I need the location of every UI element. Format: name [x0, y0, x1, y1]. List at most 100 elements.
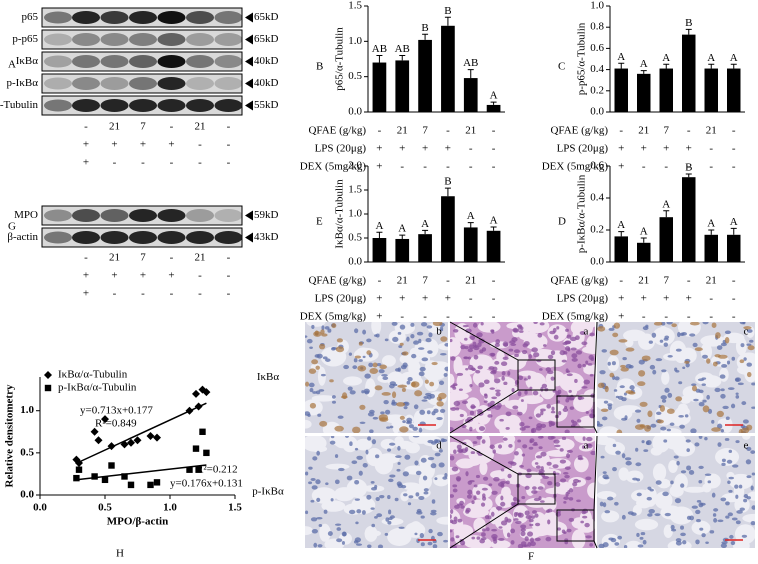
nucleus [402, 362, 408, 368]
nucleus [354, 447, 359, 451]
nucleus [724, 330, 731, 335]
zoom-box [556, 509, 595, 542]
nucleus [523, 425, 531, 429]
nucleus [500, 361, 508, 367]
nucleus [456, 477, 461, 482]
nucleus [383, 400, 389, 405]
nucleus [647, 513, 653, 517]
blot-band [44, 33, 72, 46]
stain [438, 392, 447, 400]
alveolus [490, 470, 509, 480]
nucleus [355, 521, 359, 525]
nucleus [537, 486, 544, 490]
nucleus [322, 356, 328, 360]
nucleus [309, 346, 313, 349]
nucleus [450, 356, 456, 361]
nucleus [624, 415, 628, 421]
alveolus [408, 436, 434, 444]
blot-row-label: β-actin [7, 231, 38, 243]
nucleus [533, 441, 538, 445]
nucleus [431, 499, 436, 504]
nucleus [614, 542, 620, 546]
nucleus [327, 531, 333, 536]
condition-value: - [141, 157, 145, 169]
nucleus [601, 416, 608, 421]
x-axis-label: MPO/β-actin [107, 516, 168, 528]
stain [694, 347, 703, 352]
nucleus [585, 436, 593, 442]
nucleus [577, 363, 582, 369]
nucleus [433, 439, 439, 444]
nucleus [489, 387, 495, 390]
nucleus [434, 477, 438, 481]
nucleus [750, 485, 754, 491]
nucleus [640, 531, 646, 536]
blot-band [129, 55, 157, 68]
condition-value: + [618, 311, 624, 323]
nucleus [725, 501, 730, 506]
nucleus [506, 532, 511, 538]
data-point [108, 462, 115, 469]
nucleus [564, 466, 571, 470]
nucleus [318, 389, 325, 392]
nucleus [533, 352, 540, 358]
error-bar [399, 234, 406, 239]
nucleus [521, 349, 528, 355]
nucleus [695, 509, 701, 515]
condition-value: - [446, 275, 450, 287]
nucleus [689, 333, 696, 337]
nucleus [444, 366, 448, 372]
nucleus [490, 400, 495, 405]
stain [684, 360, 690, 364]
nucleus [621, 514, 626, 520]
nucleus [529, 438, 535, 443]
nucleus [473, 354, 479, 360]
nucleus [376, 363, 382, 367]
significance-letter: A [707, 52, 715, 64]
condition-value: + [140, 139, 146, 151]
nucleus [353, 358, 358, 363]
error-bar [730, 227, 737, 235]
nucleus [727, 387, 735, 390]
nucleus [317, 544, 323, 548]
stain [625, 347, 635, 352]
nucleus [505, 411, 512, 417]
nucleus [666, 428, 671, 432]
nucleus [389, 425, 394, 429]
stain [396, 402, 406, 407]
alveolus [454, 323, 471, 343]
condition-value: - [378, 125, 382, 137]
fit-r2: R²=0.849 [95, 418, 137, 430]
nucleus [439, 408, 446, 413]
nucleus [535, 413, 542, 418]
nucleus [444, 343, 448, 347]
nucleus [420, 322, 428, 327]
nucleus [508, 348, 514, 352]
condition-value: + [641, 293, 647, 305]
bar [372, 62, 387, 112]
nucleus [532, 486, 537, 490]
bar [637, 73, 651, 112]
bar [418, 234, 432, 262]
nucleus [367, 412, 375, 417]
nucleus [543, 344, 547, 347]
alveolus [542, 511, 559, 529]
nucleus [568, 397, 575, 401]
condition-value: - [198, 157, 202, 169]
nucleus [554, 444, 561, 448]
nucleus [565, 328, 569, 332]
nucleus [652, 369, 657, 375]
nucleus [678, 415, 684, 418]
nucleus [513, 328, 520, 333]
condition-value: + [618, 293, 624, 305]
y-tick-label: 0.0 [348, 106, 362, 118]
nucleus [413, 340, 420, 345]
blot-band [100, 231, 129, 244]
nucleus [366, 494, 372, 500]
nucleus [579, 331, 586, 336]
blot-size-label: 40kD [254, 55, 279, 67]
significance-letter: A [730, 52, 738, 64]
nucleus [518, 330, 524, 333]
bar [395, 60, 410, 112]
